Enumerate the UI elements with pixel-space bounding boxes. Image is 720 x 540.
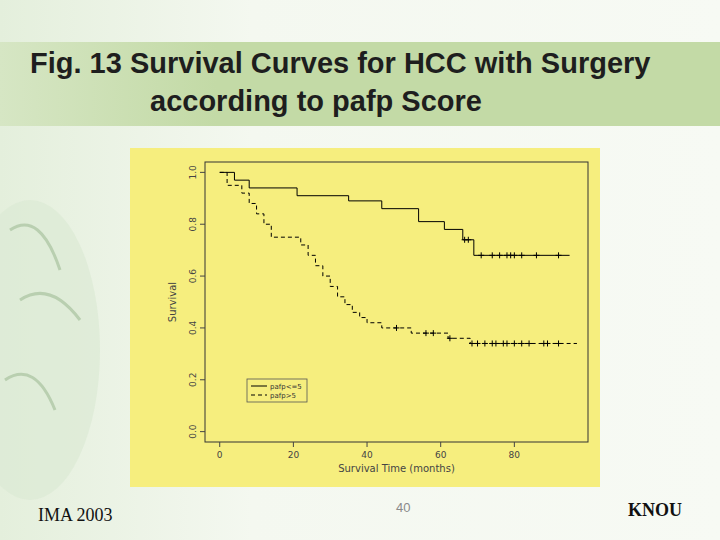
x-tick-label: 20 <box>288 450 300 460</box>
censor-mark <box>482 340 488 346</box>
x-tick <box>219 442 220 447</box>
y-tick <box>200 172 205 173</box>
plot-frame <box>205 162 588 442</box>
censor-mark <box>519 252 525 258</box>
footer-right: KNOU <box>628 500 682 521</box>
x-tick-label: 40 <box>361 450 373 460</box>
x-tick-label: 80 <box>509 450 521 460</box>
footer-left: IMA 2003 <box>38 505 113 526</box>
censor-mark <box>447 335 453 341</box>
censor-mark <box>475 340 481 346</box>
chart-background <box>130 148 600 487</box>
y-tick-label: 0.4 <box>188 321 198 336</box>
censor-mark <box>478 252 484 258</box>
legend-label: pafp>5 <box>270 392 296 400</box>
x-tick-label: 0 <box>217 450 223 460</box>
censor-mark <box>465 237 471 243</box>
censor-mark <box>430 330 436 336</box>
y-tick <box>200 224 205 225</box>
censor-mark <box>533 252 539 258</box>
x-axis-label: Survival Time (months) <box>338 463 455 474</box>
censor-mark <box>493 340 499 346</box>
censor-mark <box>519 340 525 346</box>
page-number: 40 <box>396 500 410 515</box>
y-tick-label: 0.8 <box>188 217 198 232</box>
censor-mark <box>394 325 400 331</box>
plot-area <box>220 172 577 346</box>
x-tick <box>367 442 368 447</box>
y-tick <box>200 327 205 328</box>
legend-box <box>247 379 307 402</box>
censor-mark <box>504 340 510 346</box>
decoration <box>0 150 120 510</box>
y-tick-label: 0.0 <box>188 424 198 439</box>
x-tick <box>514 442 515 447</box>
x-tick <box>440 442 441 447</box>
censor-mark <box>497 252 503 258</box>
x-tick <box>293 442 294 447</box>
title: Fig. 13 Survival Curves for HCC with Sur… <box>0 44 660 120</box>
x-tick-label: 60 <box>435 450 447 460</box>
y-tick <box>200 379 205 380</box>
censor-mark <box>511 340 517 346</box>
censor-mark <box>511 252 517 258</box>
censor-mark <box>489 252 495 258</box>
censor-mark <box>556 252 562 258</box>
y-tick-label: 0.2 <box>188 373 198 387</box>
censor-mark <box>556 340 562 346</box>
censor-mark <box>423 330 429 336</box>
survival-curve <box>220 172 577 343</box>
chart: 0 20 40 60 80 0.0 0.2 0.4 0.6 0.8 1.0 Survival Time… <box>0 0 720 540</box>
y-tick <box>200 276 205 277</box>
y-tick-label: 1.0 <box>188 165 198 180</box>
y-axis-label: Survival <box>167 282 178 322</box>
y-tick <box>200 431 205 432</box>
censor-mark <box>469 340 475 346</box>
y-tick-label: 0.6 <box>188 269 198 284</box>
censor-mark <box>544 340 550 346</box>
legend-swatch <box>251 395 267 396</box>
survival-curve <box>220 172 570 255</box>
legend-swatch <box>251 386 267 387</box>
legend-label: pafp<=5 <box>270 383 302 391</box>
censor-mark <box>526 340 532 346</box>
